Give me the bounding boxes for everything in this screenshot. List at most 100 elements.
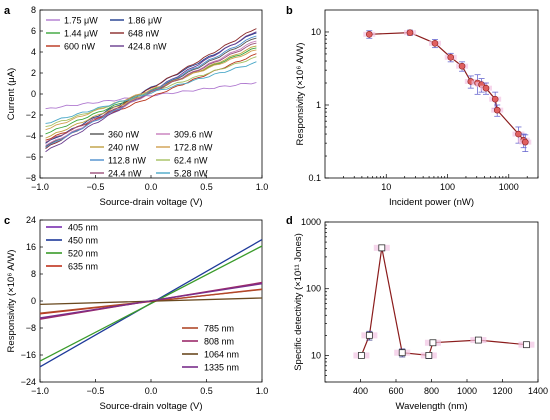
y-tick-label-a: −4 bbox=[26, 131, 36, 141]
x-tick-label-b: 100 bbox=[440, 182, 455, 192]
y-tick-label-b: 1 bbox=[316, 100, 321, 110]
legend-label-a: 24.4 nW bbox=[108, 169, 142, 179]
data-point-d bbox=[365, 331, 373, 339]
series-line-a bbox=[45, 35, 257, 148]
x-axis-label-c: Source-drain voltage (V) bbox=[100, 401, 203, 412]
y-tick-label-c: 24 bbox=[26, 215, 36, 225]
y-axis-label-a: Current (μA) bbox=[6, 68, 17, 120]
y-tick-label-c: −16 bbox=[21, 350, 36, 360]
legend-label-a: 62.4 nW bbox=[174, 156, 208, 166]
x-tick-label-a: 0.0 bbox=[145, 182, 158, 192]
x-axis-label-a: Source-drain voltage (V) bbox=[100, 197, 203, 208]
legend-label-a: 309.6 nW bbox=[174, 130, 213, 140]
panel-letter-a: a bbox=[4, 5, 11, 17]
y-tick-label-b: 0.1 bbox=[308, 173, 321, 183]
y-tick-label-c: 0 bbox=[31, 296, 36, 306]
data-point-b bbox=[458, 62, 466, 70]
y-tick-label-a: 6 bbox=[31, 26, 36, 36]
data-point-b bbox=[447, 53, 455, 61]
series-line-c bbox=[39, 283, 263, 319]
series-line-b bbox=[369, 31, 526, 143]
plot-frame-b bbox=[324, 9, 539, 179]
legend-label-a: 600 nW bbox=[64, 42, 96, 52]
y-axis-label-b: Responsivity (×10⁶ A/W) bbox=[295, 43, 306, 146]
y-axis-label-c: Responsivity (×10⁶ A/W) bbox=[6, 250, 17, 353]
y-tick-label-a: 2 bbox=[31, 68, 36, 78]
series-line-a bbox=[45, 82, 257, 110]
data-point-b bbox=[515, 130, 522, 138]
data-point-d bbox=[429, 339, 437, 347]
legend-label-c: 1335 nm bbox=[204, 363, 239, 373]
legend-label-c: 635 nm bbox=[68, 262, 98, 272]
x-tick-label-d: 1000 bbox=[457, 386, 477, 396]
y-tick-label-a: 0 bbox=[31, 89, 36, 99]
panel-c: −1.0 −0.5 0.0 0.5 1.0 −24 −16 −8 0 8 16 24 405 nm 450… bbox=[6, 215, 268, 412]
x-tick-label-b: 1000 bbox=[499, 182, 519, 192]
x-tick-label-c: 0.0 bbox=[145, 386, 158, 396]
legend-label-c: 520 nm bbox=[68, 249, 98, 259]
y-tick-label-c: −8 bbox=[26, 323, 36, 333]
data-point-d bbox=[474, 336, 482, 344]
legend-label-a: 1.86 μW bbox=[128, 16, 162, 26]
legend-label-a: 360 nW bbox=[108, 130, 140, 140]
y-tick-label-a: 8 bbox=[31, 5, 36, 15]
y-tick-label-a: −6 bbox=[26, 152, 36, 162]
panel-a: −1.0 −0.5 0.0 0.5 1.0 −8 −6 −4 −2 0 2 4 6 8 1.75 μW 1.8… bbox=[6, 5, 268, 208]
panel-letter-c: c bbox=[4, 215, 10, 227]
legend-label-a: 172.8 nW bbox=[174, 143, 213, 153]
x-tick-label-c: 1.0 bbox=[256, 386, 269, 396]
x-tick-label-d: 1400 bbox=[528, 386, 548, 396]
y-tick-label-d: 10 bbox=[311, 350, 321, 360]
y-tick-label-d: 100 bbox=[306, 284, 321, 294]
y-tick-label-d: 1000 bbox=[301, 217, 321, 227]
panel-letter-b: b bbox=[286, 5, 293, 17]
data-point-b bbox=[493, 106, 501, 114]
panel-d: 400 600 800 1000 1200 1400 10 100 1000 Wavelength… bbox=[293, 217, 548, 412]
data-point-b bbox=[521, 138, 529, 146]
legend-label-a: 240 nW bbox=[108, 143, 140, 153]
y-tick-label-a: 4 bbox=[31, 47, 36, 57]
x-axis-label-b: Incident power (nW) bbox=[389, 197, 474, 208]
x-tick-label-d: 1200 bbox=[492, 386, 512, 396]
legend-label-c: 450 nm bbox=[68, 236, 98, 246]
x-axis-label-d: Wavelength (nm) bbox=[396, 401, 468, 412]
x-tick-label-d: 400 bbox=[353, 386, 368, 396]
y-tick-label-c: −24 bbox=[21, 377, 36, 387]
panel-letter-d: d bbox=[286, 215, 293, 227]
data-point-d bbox=[523, 341, 530, 349]
data-point-b bbox=[431, 39, 439, 47]
legend-label-c: 785 nm bbox=[204, 324, 234, 334]
y-tick-label-b: 10 bbox=[311, 27, 321, 37]
legend-label-c: 1064 nm bbox=[204, 350, 239, 360]
y-tick-label-a: −2 bbox=[26, 110, 36, 120]
data-point-d bbox=[398, 349, 406, 357]
y-tick-label-a: −8 bbox=[26, 173, 36, 183]
data-point-b bbox=[365, 30, 373, 38]
data-point-d bbox=[357, 352, 365, 359]
series-line-c bbox=[39, 245, 263, 362]
x-tick-label-c: 0.5 bbox=[200, 386, 213, 396]
panel-b: 10 100 1000 0.1 1 10 Incident power (nW) Respon… bbox=[295, 9, 539, 208]
y-axis-label-d: Specific detectivity (×10¹¹ Jones) bbox=[293, 233, 304, 371]
legend-label-a: 424.8 nW bbox=[128, 42, 167, 52]
legend-label-c: 808 nm bbox=[204, 337, 234, 347]
legend-label-c: 405 nm bbox=[68, 223, 98, 233]
x-tick-label-a: −0.5 bbox=[87, 182, 105, 192]
x-tick-label-a: 0.5 bbox=[200, 182, 213, 192]
x-tick-label-c: −1.0 bbox=[31, 386, 49, 396]
y-tick-label-c: 8 bbox=[31, 269, 36, 279]
x-tick-label-a: 1.0 bbox=[256, 182, 269, 192]
x-tick-label-a: −1.0 bbox=[31, 182, 49, 192]
data-point-b bbox=[482, 84, 490, 92]
x-tick-label-c: −0.5 bbox=[87, 386, 105, 396]
data-point-d bbox=[425, 352, 433, 359]
x-tick-label-b: 10 bbox=[381, 182, 391, 192]
data-point-b bbox=[491, 95, 499, 103]
series-line-a bbox=[45, 61, 257, 124]
x-tick-label-d: 800 bbox=[424, 386, 439, 396]
legend-label-a: 112.8 nW bbox=[108, 156, 146, 166]
x-tick-label-d: 600 bbox=[388, 386, 403, 396]
legend-label-a: 648 nW bbox=[128, 29, 160, 39]
legend-label-a: 1.44 μW bbox=[64, 29, 98, 39]
